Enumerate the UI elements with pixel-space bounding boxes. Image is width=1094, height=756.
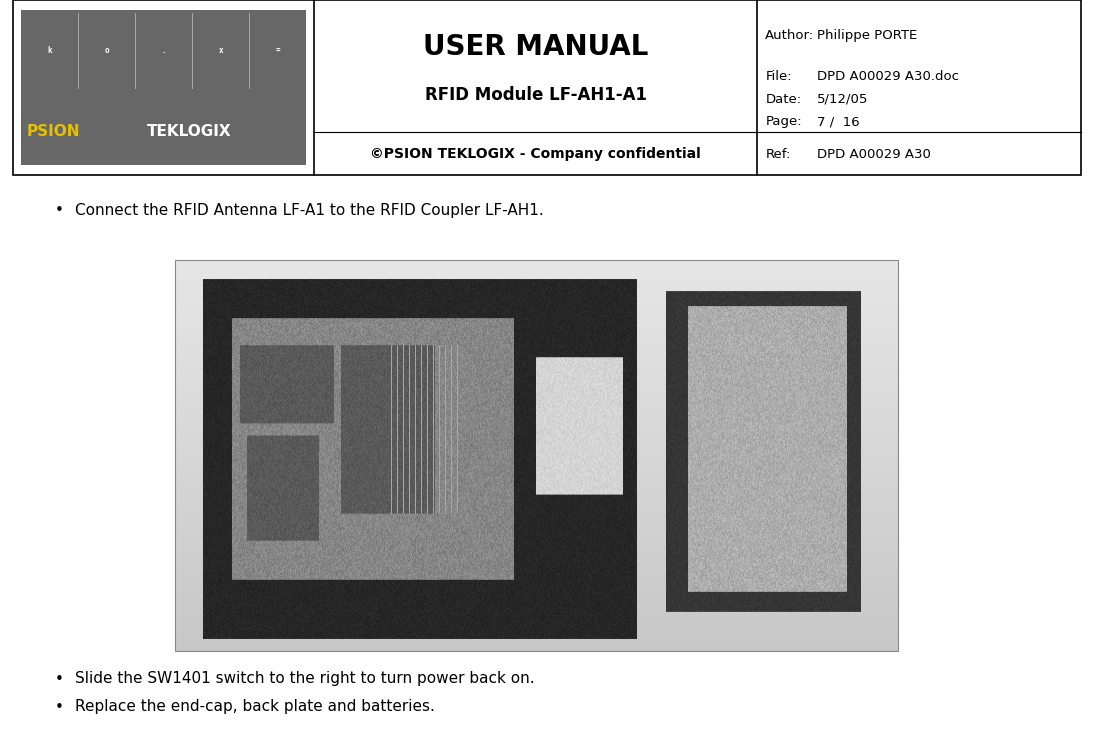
Text: Page:: Page: bbox=[766, 116, 802, 129]
Text: DPD A00029 A30: DPD A00029 A30 bbox=[817, 148, 931, 161]
Text: 7 /  16: 7 / 16 bbox=[817, 116, 860, 129]
Text: PSION: PSION bbox=[27, 124, 80, 138]
Text: File:: File: bbox=[766, 70, 792, 83]
Text: .: . bbox=[162, 46, 166, 55]
Text: Philippe PORTE: Philippe PORTE bbox=[817, 29, 918, 42]
Text: Author:: Author: bbox=[766, 29, 814, 42]
Text: DPD A00029 A30.doc: DPD A00029 A30.doc bbox=[817, 70, 959, 83]
Bar bbox=[13, 0, 1081, 175]
Text: USER MANUAL: USER MANUAL bbox=[423, 33, 649, 61]
Text: k: k bbox=[47, 46, 51, 55]
Text: •: • bbox=[55, 699, 63, 714]
Text: •: • bbox=[55, 671, 63, 686]
Text: ©PSION TEKLOGIX - Company confidential: ©PSION TEKLOGIX - Company confidential bbox=[371, 147, 701, 161]
Text: Replace the end-cap, back plate and batteries.: Replace the end-cap, back plate and batt… bbox=[75, 699, 435, 714]
Text: TEKLOGIX: TEKLOGIX bbox=[147, 124, 231, 138]
Bar bbox=[175, 260, 898, 651]
Text: o: o bbox=[104, 46, 109, 55]
Text: RFID Module LF-AH1-A1: RFID Module LF-AH1-A1 bbox=[424, 85, 647, 104]
Bar bbox=[21, 10, 306, 166]
Text: x: x bbox=[219, 46, 223, 55]
Text: Ref:: Ref: bbox=[766, 148, 791, 161]
Text: Date:: Date: bbox=[766, 92, 802, 106]
Text: Connect the RFID Antenna LF-A1 to the RFID Coupler LF-AH1.: Connect the RFID Antenna LF-A1 to the RF… bbox=[75, 203, 544, 218]
Text: •: • bbox=[55, 203, 63, 218]
Text: =: = bbox=[276, 46, 280, 55]
Text: 5/12/05: 5/12/05 bbox=[817, 92, 869, 106]
Text: Slide the SW1401 switch to the right to turn power back on.: Slide the SW1401 switch to the right to … bbox=[75, 671, 535, 686]
